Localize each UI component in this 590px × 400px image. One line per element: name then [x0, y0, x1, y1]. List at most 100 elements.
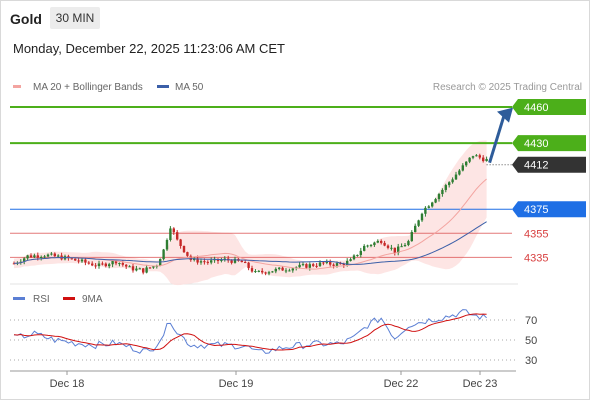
candle-body — [114, 260, 118, 264]
candle-body — [247, 262, 250, 269]
support-label: 4355 — [524, 228, 548, 240]
ma50-legend-swatch — [157, 85, 169, 88]
forecast-arrow-shaft — [488, 115, 506, 164]
candle-body — [220, 259, 223, 261]
x-axis: Dec 18 Dec 19 Dec 22 Dec 23 — [10, 370, 516, 390]
candle-body — [176, 232, 179, 240]
candle-body — [485, 158, 488, 162]
candle-body — [403, 245, 407, 247]
support-label: 4335 — [524, 252, 548, 264]
x-tick-label: Dec 22 — [384, 378, 419, 390]
candle-body — [148, 267, 152, 269]
candle-body — [383, 242, 386, 246]
candle-body — [424, 207, 427, 214]
candle-body — [53, 253, 56, 257]
candle-body — [359, 250, 362, 255]
candle-body — [57, 255, 60, 257]
candle-body — [179, 239, 182, 246]
candle-body — [33, 255, 36, 258]
rsi-legend-swatch — [13, 297, 25, 300]
candle-body — [91, 263, 94, 266]
x-tick-label: Dec 18 — [50, 378, 85, 390]
candle-body — [471, 156, 475, 158]
rsi-tick-label: 70 — [525, 315, 537, 327]
candle-body — [254, 271, 257, 273]
x-tick-label: Dec 23 — [463, 378, 498, 390]
candle-body — [40, 257, 43, 259]
candle-body — [332, 264, 335, 266]
candle-body — [118, 263, 121, 265]
candle-body — [356, 254, 359, 256]
candle-body — [43, 256, 46, 258]
candle-body — [128, 266, 131, 268]
candle-body — [172, 228, 175, 233]
overlay: MA 20 + Bollinger Bands MA 50 Research ©… — [13, 82, 582, 305]
candle-body — [329, 261, 332, 265]
candle-body — [12, 263, 16, 265]
ma20-line — [13, 178, 487, 270]
candle-body — [431, 202, 434, 207]
ma20-legend-swatch — [13, 85, 21, 88]
rsi-ma-legend-label: 9MA — [82, 294, 103, 305]
candle-body — [417, 220, 420, 226]
rsi-line — [13, 309, 487, 354]
candle-body — [257, 270, 260, 272]
bollinger-bands — [14, 140, 487, 286]
candle-body — [101, 263, 104, 265]
candle-body — [74, 258, 77, 261]
candle-body — [50, 253, 53, 255]
rsi-ma-legend-swatch — [63, 297, 75, 300]
candle-body — [111, 260, 114, 265]
candle-body — [135, 268, 138, 271]
rsi-panel: 70 50 30 — [10, 309, 537, 367]
ma20-legend-label: MA 20 + Bollinger Bands — [33, 82, 143, 93]
candle-body — [376, 240, 379, 243]
last-price-label: 4412 — [524, 160, 548, 172]
candle-body — [407, 241, 410, 246]
candle-body — [240, 260, 243, 263]
candle-body — [26, 255, 29, 259]
candle-body — [373, 242, 376, 246]
candle-body — [478, 155, 481, 158]
candle-body — [165, 239, 169, 250]
chart-datetime: Monday, December 22, 2025 11:23:06 AM CE… — [13, 41, 285, 56]
candle-body — [244, 262, 247, 264]
instrument-title: Gold — [10, 11, 42, 27]
pivot-label: 4375 — [524, 204, 548, 216]
candle-body — [233, 258, 237, 263]
candle-body — [475, 155, 478, 157]
candle-body — [420, 213, 424, 221]
candle-body — [315, 265, 318, 267]
candle-body — [182, 245, 186, 253]
candle-body — [393, 247, 396, 253]
candle-body — [318, 262, 322, 266]
candle-body — [448, 182, 451, 186]
candle-body — [97, 263, 101, 267]
candle-body — [131, 266, 135, 271]
candle-body — [203, 261, 206, 263]
rsi-ma-line — [13, 313, 487, 351]
candle-body — [162, 249, 165, 260]
x-tick-label: Dec 19 — [219, 378, 254, 390]
resistance-tag — [512, 99, 586, 116]
candle-body — [145, 267, 148, 273]
resistance-tag — [512, 135, 586, 152]
candle-body — [346, 260, 349, 266]
candle-body — [363, 245, 366, 251]
last-price-tag — [512, 156, 586, 173]
candle-body — [441, 189, 444, 195]
candle-body — [352, 255, 356, 260]
candle-body — [322, 262, 325, 264]
candle-body — [104, 263, 107, 267]
candle-body — [159, 259, 162, 266]
candle-body — [29, 255, 33, 258]
candle-body — [414, 225, 417, 233]
candle-body — [189, 255, 192, 261]
candle-body — [206, 261, 209, 263]
bollinger-band-area — [14, 140, 487, 286]
candle-body — [108, 264, 111, 267]
timeframe-button[interactable]: 30 MIN — [50, 7, 100, 29]
candle-body — [400, 246, 403, 248]
candle-body — [451, 179, 454, 183]
candle-body — [261, 270, 264, 273]
